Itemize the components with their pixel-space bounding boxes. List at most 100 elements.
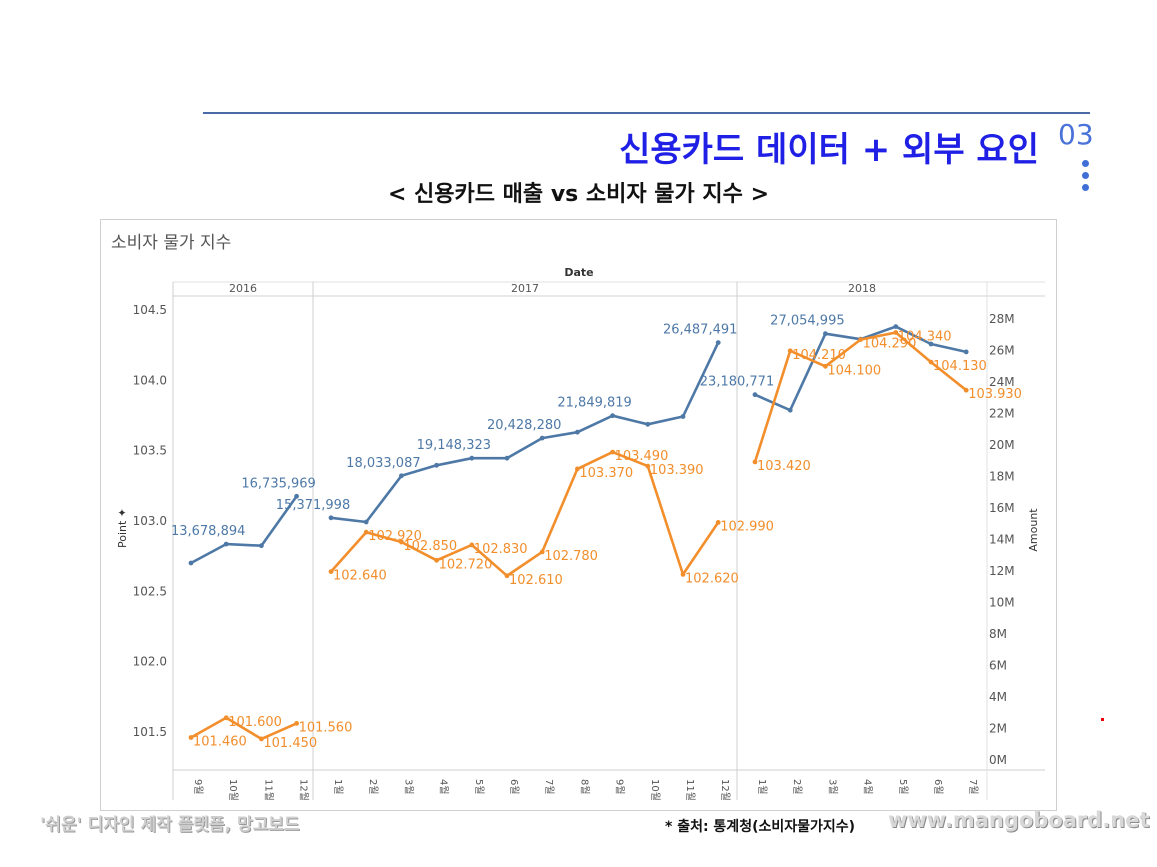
month-tick-label: 12월 — [719, 779, 731, 801]
data-label: 102.850 — [403, 539, 457, 554]
series-line — [330, 342, 720, 524]
data-label: 102.780 — [544, 549, 598, 564]
year-label: 2016 — [229, 282, 257, 295]
data-label: 102.920 — [368, 529, 422, 544]
data-point — [504, 573, 510, 579]
data-point — [188, 560, 194, 566]
line-chart: 소비자 물가 지수 Date 2016 2017 2018 Point ✦ Amount 10… — [111, 233, 1045, 801]
data-point — [823, 363, 828, 369]
data-point — [858, 337, 863, 342]
month-tick-label: 9월 — [614, 779, 626, 795]
data-label: 103.370 — [579, 466, 633, 481]
year-label: 2018 — [848, 282, 876, 295]
data-label: 23,180,771 — [700, 375, 774, 390]
data-point — [645, 463, 651, 469]
data-label: 102.640 — [333, 569, 387, 584]
data-label: 104.210 — [792, 348, 846, 363]
right-tick-label: 20M — [989, 438, 1015, 452]
month-tick-label: 4월 — [438, 779, 450, 795]
data-point — [399, 539, 404, 545]
month-tick-label: 2월 — [791, 779, 803, 795]
right-tick-label: 10M — [989, 595, 1015, 609]
slide-number: 03 — [1058, 118, 1094, 151]
data-label: 26,487,491 — [663, 323, 737, 338]
left-tick-label: 103.5 — [133, 444, 167, 458]
data-label: 101.450 — [263, 736, 317, 751]
data-point — [504, 455, 510, 461]
data-label: 104.290 — [863, 337, 917, 352]
right-tick-label: 16M — [989, 501, 1015, 515]
series-line — [330, 450, 720, 578]
data-label: 101.460 — [193, 735, 247, 750]
data-point — [469, 455, 475, 461]
data-label: 19,148,323 — [417, 438, 491, 453]
data-point — [752, 392, 758, 398]
data-point — [963, 349, 969, 355]
left-tick-label: 102.5 — [133, 584, 167, 598]
data-point — [893, 324, 899, 329]
data-label: 101.560 — [299, 720, 353, 735]
x-header: Date — [564, 266, 593, 279]
slide-title: 신용카드 데이터 + 외부 요인 — [619, 130, 1039, 170]
month-tick-label: 3월 — [402, 779, 414, 795]
data-point — [928, 341, 934, 347]
data-point — [963, 387, 969, 393]
left-tick-label: 104.0 — [133, 373, 167, 387]
series-line — [190, 716, 298, 741]
data-point — [434, 557, 439, 563]
data-point — [328, 569, 334, 574]
footer-website: www.mangoboard.net — [888, 808, 1150, 832]
data-point — [752, 459, 758, 465]
left-tick-label: 104.5 — [133, 303, 167, 317]
left-tick-label: 101.5 — [133, 725, 167, 739]
data-point — [434, 462, 439, 468]
data-point — [928, 359, 934, 365]
right-tick-label: 18M — [989, 469, 1015, 483]
data-point — [469, 542, 475, 548]
month-tick-label: 11월 — [684, 779, 696, 801]
data-label: 102.830 — [474, 542, 528, 557]
ellipsis-icon — [1082, 160, 1090, 196]
top-rule — [203, 112, 1090, 114]
data-point — [715, 520, 721, 525]
data-label: 102.720 — [439, 557, 493, 572]
red-dot-mark — [1101, 718, 1104, 721]
right-tick-label: 0M — [989, 753, 1007, 767]
month-tick-label: 10월 — [227, 779, 239, 801]
data-point — [823, 331, 828, 337]
y-axis-label-left: Point ✦ — [116, 508, 129, 548]
data-label: 16,735,969 — [241, 476, 315, 491]
chart-panel: 소비자 물가 지수 Date 2016 2017 2018 Point ✦ Amount 10… — [100, 219, 1057, 811]
month-tick-label: 7월 — [543, 779, 555, 795]
data-label: 102.610 — [509, 573, 563, 588]
data-point — [259, 543, 264, 549]
left-tick-label: 103.0 — [133, 514, 167, 528]
data-point — [223, 541, 229, 547]
series-line — [753, 331, 968, 463]
data-point — [787, 407, 793, 413]
data-point — [645, 421, 651, 427]
month-tick-label: 1월 — [756, 779, 768, 795]
slide-subtitle: < 신용카드 매출 vs 소비자 물가 지수 > — [387, 182, 770, 207]
right-tick-label: 14M — [989, 532, 1015, 546]
data-point — [363, 519, 369, 525]
month-tick-label: 12월 — [298, 779, 310, 801]
data-point — [294, 721, 299, 726]
data-label: 103.490 — [615, 449, 669, 464]
data-label: 104.340 — [898, 330, 952, 345]
month-tick-label: 9월 — [192, 779, 204, 795]
data-label: 101.600 — [228, 715, 282, 730]
data-point — [259, 736, 264, 742]
data-point — [539, 435, 545, 441]
right-tick-label: 26M — [989, 343, 1015, 357]
data-point — [610, 449, 615, 455]
month-tick-label: 8월 — [578, 779, 590, 795]
data-label: 102.620 — [685, 571, 739, 586]
right-tick-label: 22M — [989, 406, 1015, 420]
right-tick-label: 8M — [989, 627, 1007, 641]
data-point — [893, 330, 899, 335]
data-point — [680, 572, 686, 577]
data-label: 21,849,819 — [557, 396, 631, 411]
month-tick-label: 4월 — [862, 779, 874, 795]
data-point — [715, 340, 721, 345]
